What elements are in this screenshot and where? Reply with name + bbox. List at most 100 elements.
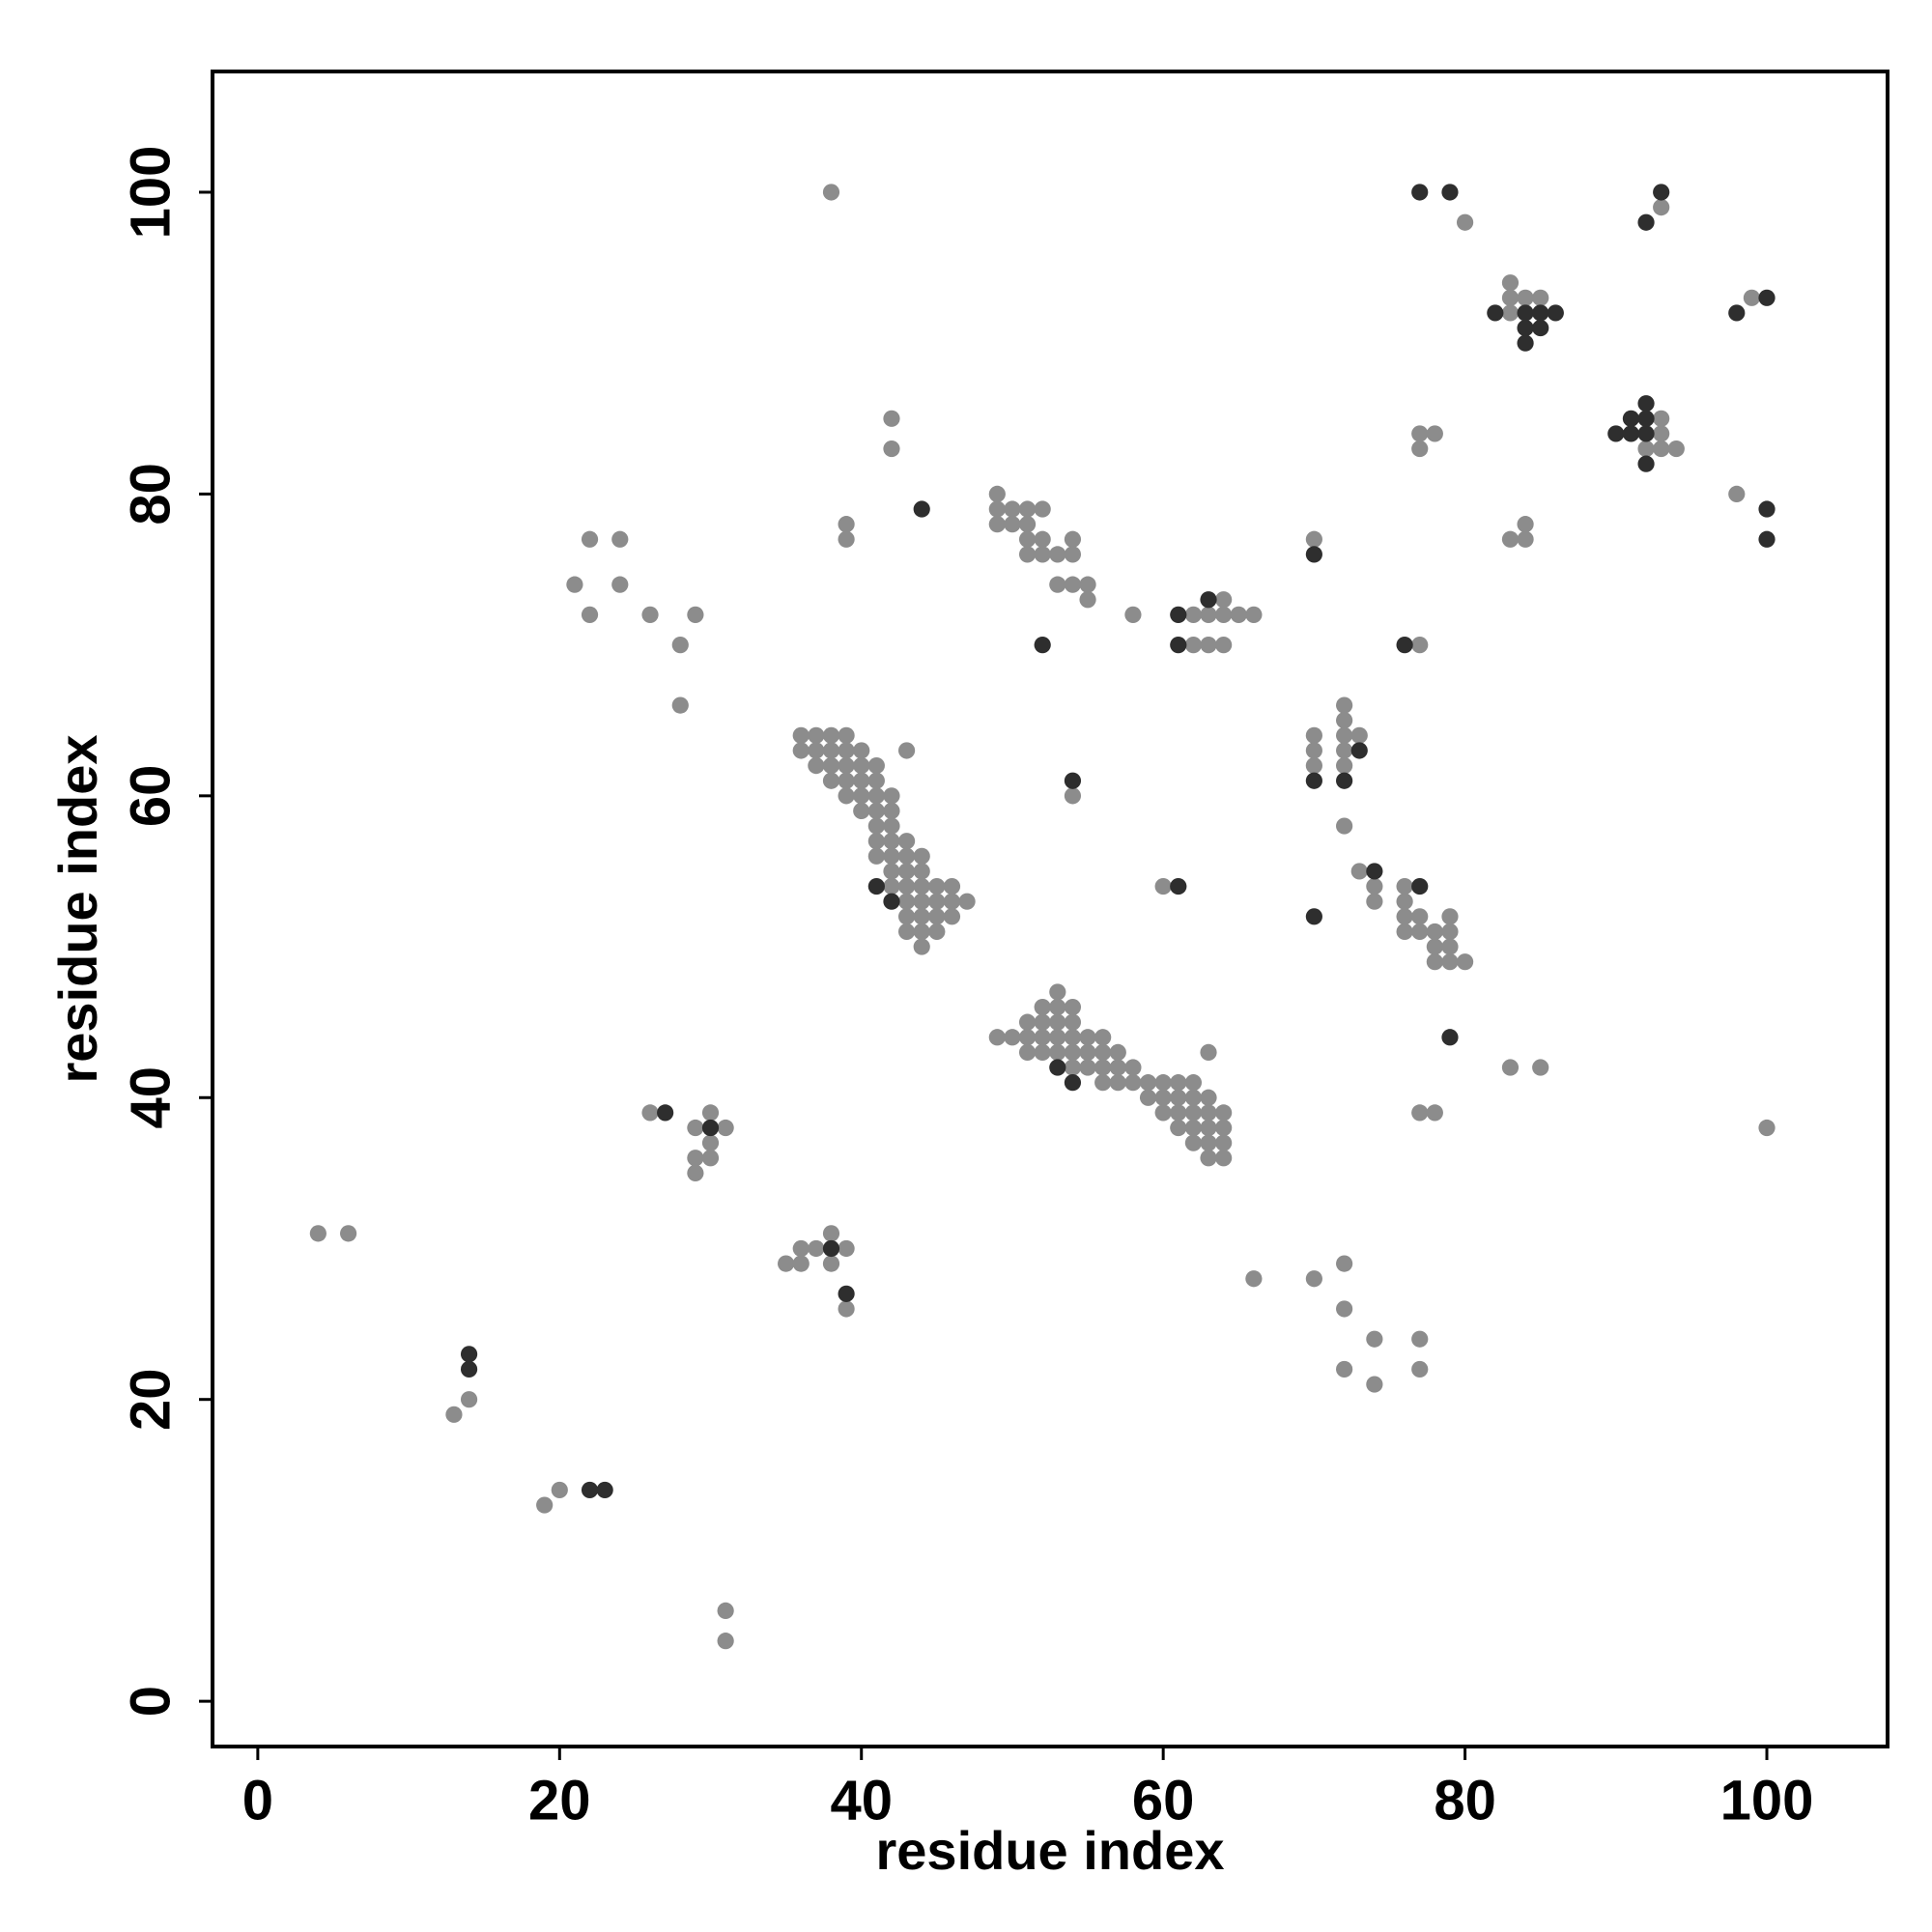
point — [1170, 606, 1187, 623]
point — [883, 787, 900, 805]
point — [1215, 1104, 1233, 1122]
point — [897, 742, 916, 759]
point — [897, 847, 916, 865]
point — [701, 1150, 720, 1167]
point — [1396, 637, 1413, 654]
point — [883, 893, 900, 910]
point — [1200, 1119, 1217, 1137]
point — [1170, 1074, 1187, 1092]
point — [596, 1481, 613, 1499]
point — [551, 1481, 568, 1499]
point — [1396, 908, 1413, 925]
point — [1200, 591, 1217, 609]
point — [808, 1239, 825, 1258]
point — [1018, 1029, 1037, 1046]
point — [928, 877, 946, 895]
point — [988, 485, 1006, 503]
point — [1637, 213, 1655, 231]
point — [1411, 908, 1429, 925]
point — [1637, 440, 1655, 458]
y-tick-label: 60 — [119, 765, 182, 828]
point — [1184, 1089, 1203, 1106]
x-tick-label: 100 — [1720, 1769, 1814, 1832]
x-axis-title: residue index — [875, 1820, 1224, 1881]
point — [1501, 274, 1520, 292]
point — [1049, 1059, 1066, 1076]
point — [988, 500, 1006, 518]
point — [1336, 742, 1353, 759]
point — [1018, 1043, 1037, 1062]
point — [913, 923, 930, 941]
point — [1366, 1376, 1383, 1393]
point — [1184, 606, 1203, 623]
point — [822, 756, 840, 775]
point — [883, 833, 900, 850]
point — [883, 802, 900, 820]
point — [1501, 304, 1520, 322]
point — [838, 742, 855, 759]
point — [1064, 1043, 1082, 1062]
point — [822, 742, 840, 759]
point — [792, 726, 810, 744]
point — [641, 1104, 659, 1122]
point — [1336, 756, 1353, 775]
point — [460, 1346, 478, 1363]
point — [853, 756, 870, 775]
point — [1426, 938, 1443, 955]
point — [1049, 998, 1066, 1016]
point — [1184, 1074, 1203, 1092]
point — [1501, 530, 1520, 548]
point — [581, 1481, 599, 1499]
point — [1501, 289, 1520, 306]
point — [1245, 606, 1263, 623]
point — [1034, 546, 1051, 563]
point — [1411, 877, 1429, 895]
point — [897, 833, 916, 850]
point — [1456, 213, 1474, 231]
point — [1653, 198, 1670, 216]
point — [1411, 425, 1429, 442]
point — [822, 184, 840, 201]
point — [883, 410, 900, 427]
point — [1396, 923, 1413, 941]
point — [1758, 500, 1776, 518]
point — [1034, 500, 1051, 518]
point — [1018, 1013, 1037, 1031]
point — [1336, 1360, 1353, 1378]
point — [1064, 1029, 1082, 1046]
point — [897, 863, 916, 880]
point — [1004, 516, 1021, 533]
point — [867, 787, 885, 805]
point — [1366, 1330, 1383, 1348]
point — [1018, 500, 1037, 518]
point — [1245, 1270, 1263, 1288]
point — [1049, 546, 1066, 563]
point — [1350, 742, 1368, 759]
point — [1441, 908, 1459, 925]
point — [1653, 425, 1670, 442]
y-tick-label: 100 — [119, 146, 182, 240]
point — [1366, 893, 1383, 910]
point — [913, 500, 930, 518]
point — [1426, 923, 1443, 941]
point — [717, 1633, 734, 1650]
point — [1366, 863, 1383, 880]
point — [581, 530, 599, 548]
point — [838, 1300, 855, 1318]
point — [1034, 1043, 1051, 1062]
point — [1064, 1013, 1082, 1031]
point — [1758, 289, 1776, 306]
point — [1305, 546, 1322, 563]
point — [1350, 863, 1368, 880]
y-tick-label: 20 — [119, 1368, 182, 1431]
point — [671, 637, 689, 654]
point — [1094, 1029, 1112, 1046]
point — [1139, 1089, 1157, 1106]
point — [1200, 1150, 1217, 1167]
point — [1154, 877, 1172, 895]
point — [1049, 576, 1066, 593]
point — [1215, 1150, 1233, 1167]
point — [1154, 1074, 1172, 1092]
